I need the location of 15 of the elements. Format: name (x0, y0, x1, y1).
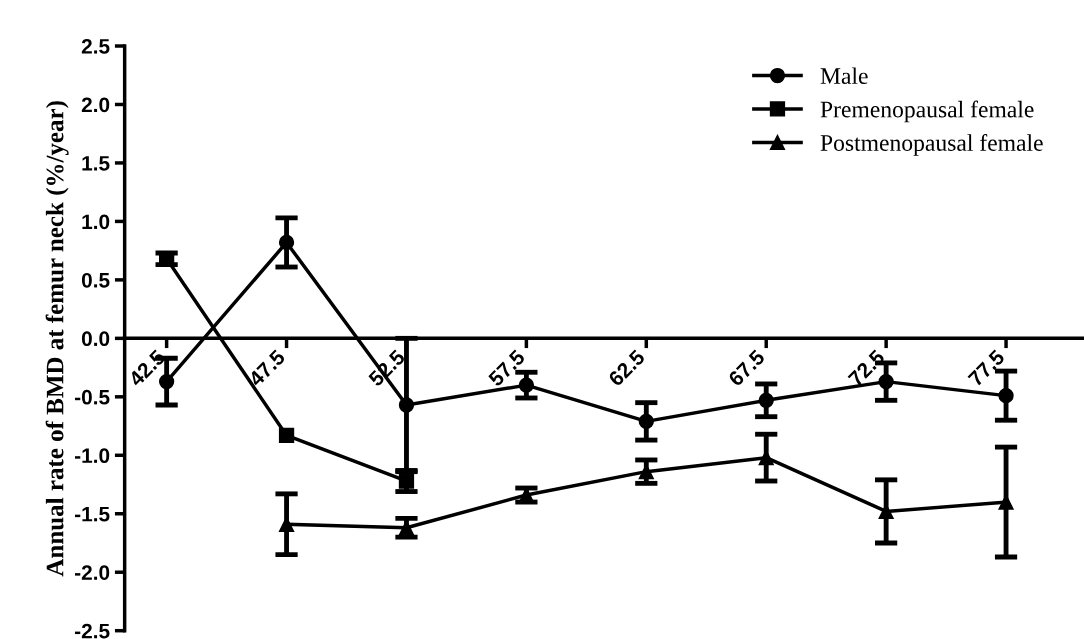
y-tick-label: -1.0 (75, 448, 110, 464)
legend-label: Postmenopausal female (820, 134, 1043, 156)
y-tick-label: 2.0 (81, 97, 110, 113)
legend-label: Male (820, 67, 868, 85)
y-tick-label: -2.0 (75, 565, 110, 580)
y-tick-label: -1.5 (75, 506, 110, 522)
y-tick-label: 2.5 (81, 39, 110, 54)
y-tick-label: 1.5 (82, 156, 110, 171)
y-tick-label: -2.5 (75, 623, 110, 639)
y-tick-label: 0.5 (81, 272, 110, 288)
y-axis-title: Annual rate of BMD at femur neck (%/year) (45, 101, 69, 577)
y-tick-label: 1.0 (82, 214, 110, 230)
legend-label: Premenopausal female (820, 100, 1034, 123)
y-tick-label: -0.5 (75, 389, 110, 405)
y-tick-label: 0.0 (81, 331, 110, 347)
